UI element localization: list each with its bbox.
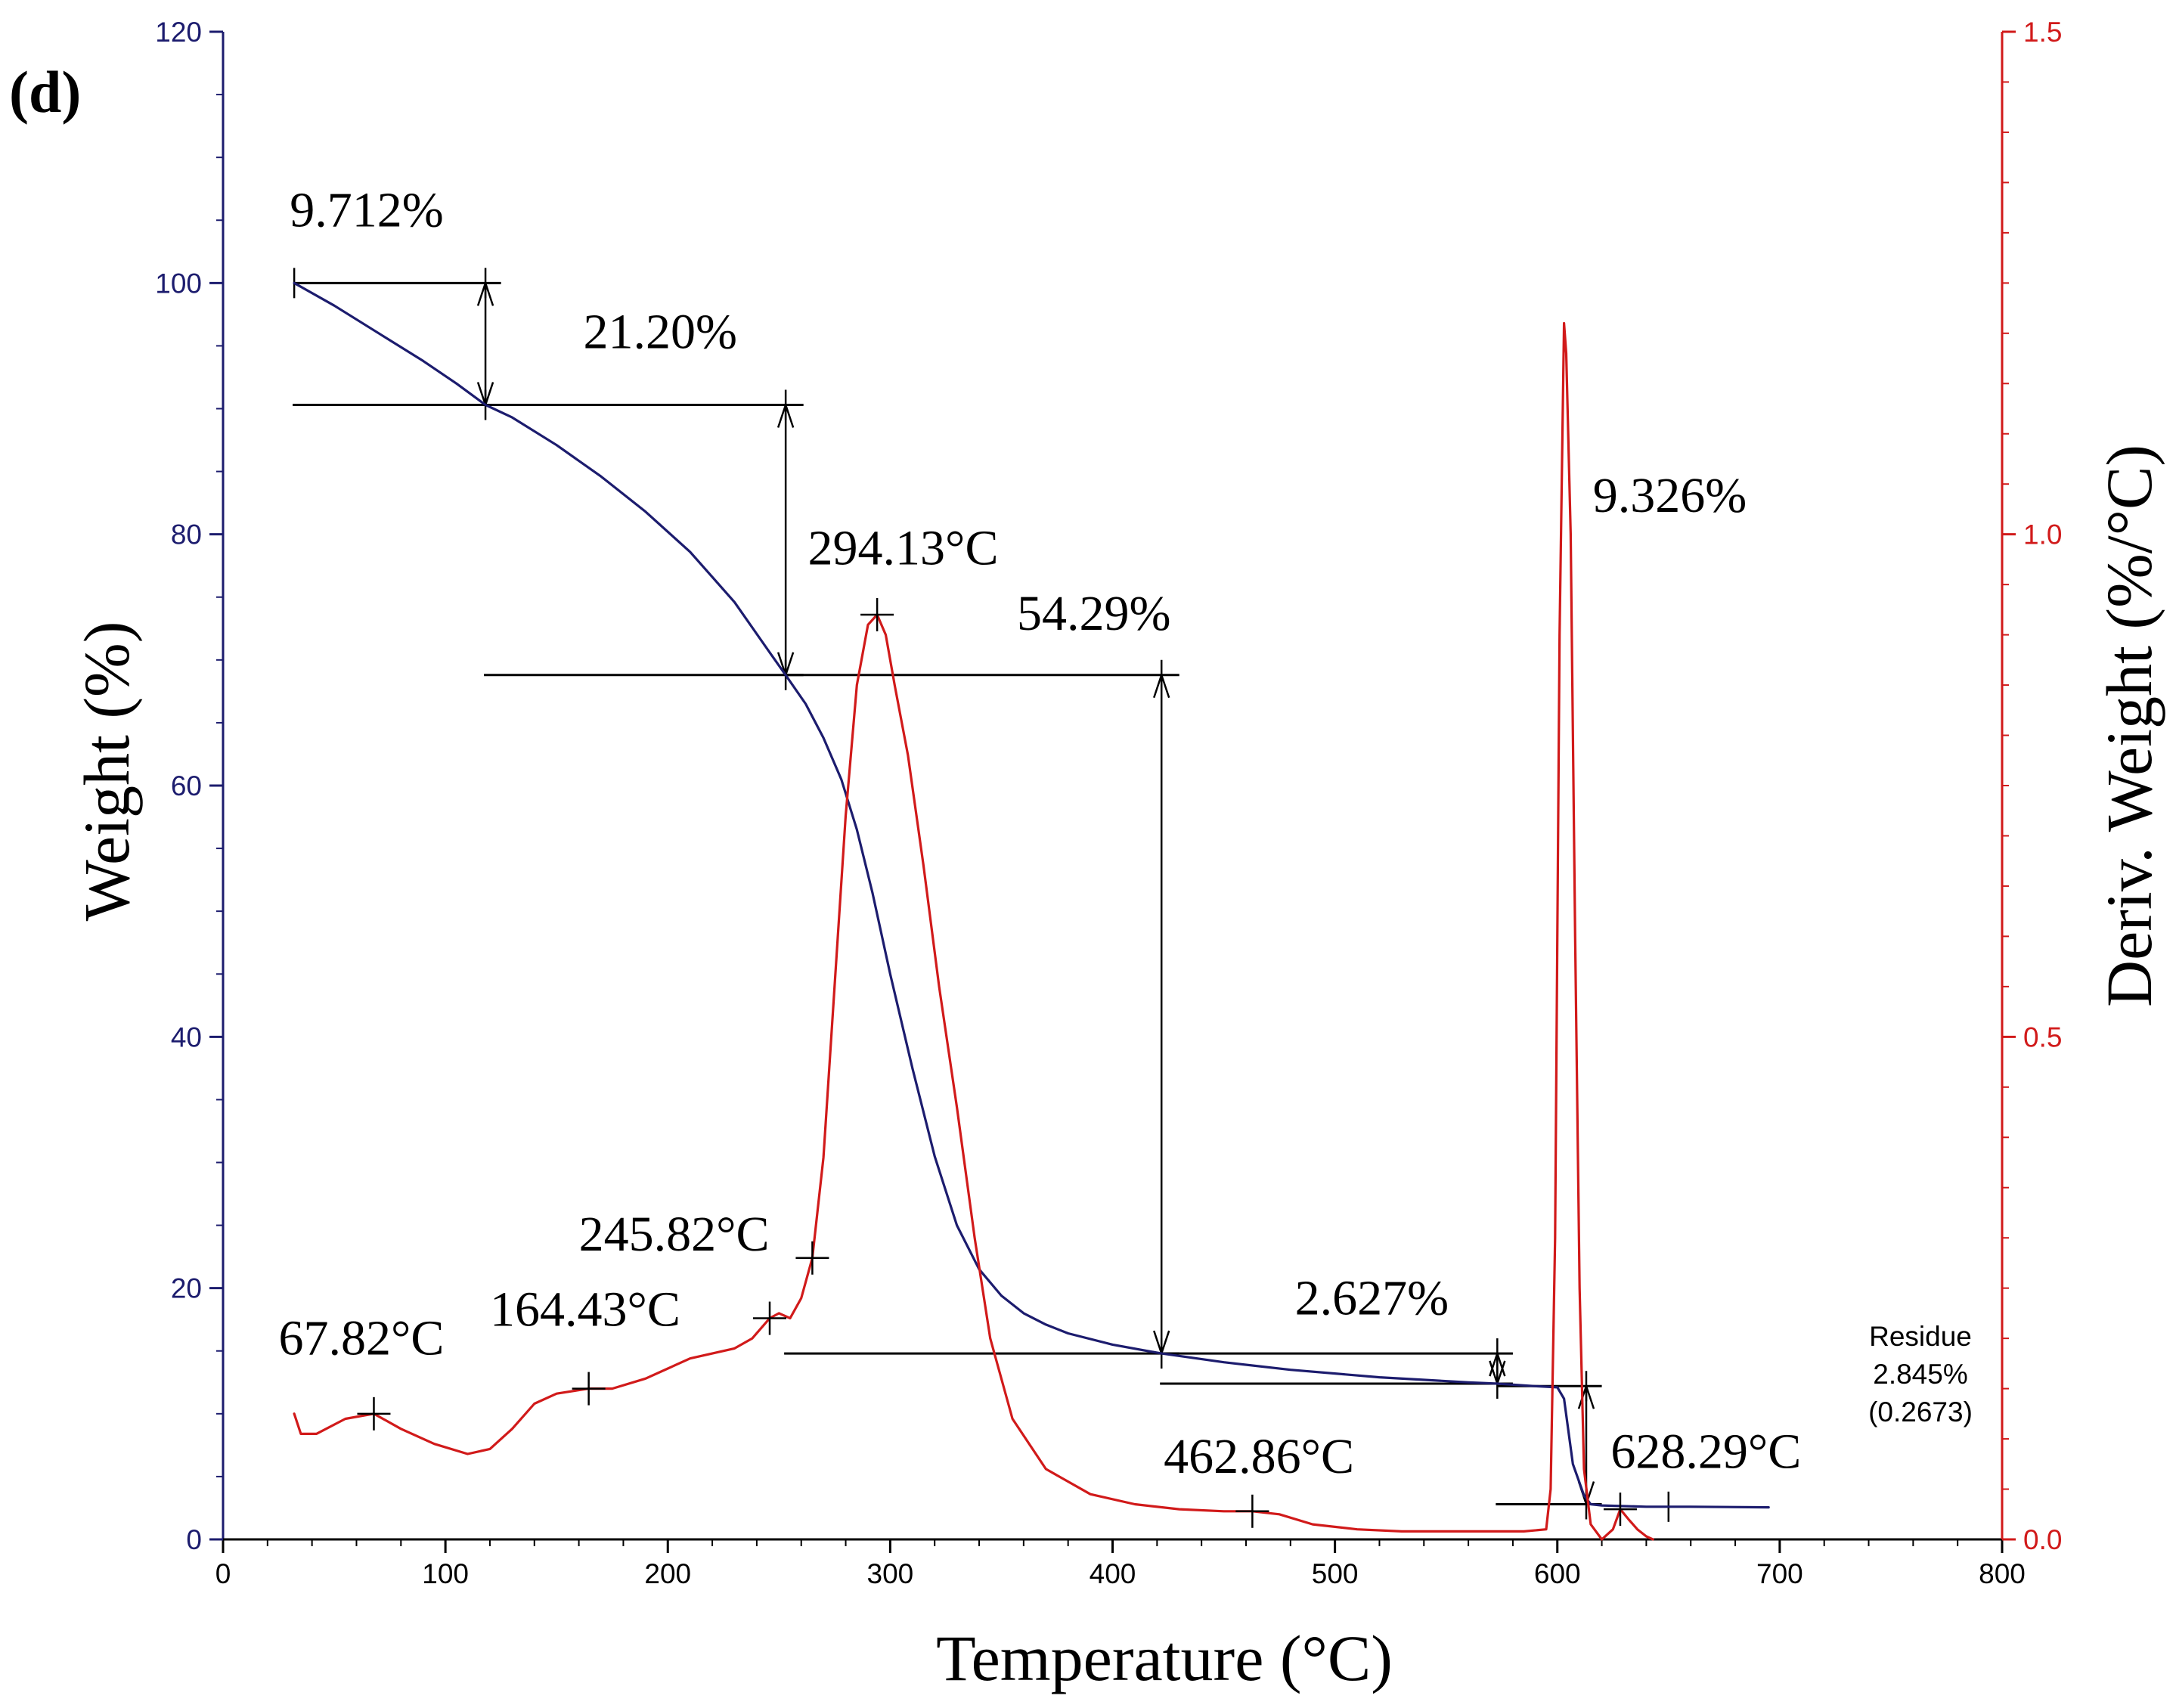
deriv-weight-line bbox=[293, 321, 1654, 1541]
residue-note: Residue 2.845% (0.2673) bbox=[1868, 1321, 1973, 1427]
y-right-axis-label: Deriv. Weight (%/°C) bbox=[2093, 445, 2165, 1007]
y-right-tick-label: 1.5 bbox=[2023, 17, 2062, 48]
y-right-tick-label: 1.0 bbox=[2023, 519, 2062, 550]
y-right-tick-label: 0.0 bbox=[2023, 1524, 2062, 1555]
weight-line bbox=[293, 281, 1770, 1509]
x-axis-label: Temperature (°C) bbox=[936, 1622, 1393, 1694]
peak-markers bbox=[357, 598, 1637, 1528]
y-left-tick-label: 120 bbox=[155, 17, 202, 48]
annotation-label: 54.29% bbox=[1017, 586, 1170, 641]
panel-label: (d) bbox=[9, 59, 81, 125]
y-left-tick-label: 60 bbox=[171, 770, 202, 801]
y-left-tick-label: 40 bbox=[171, 1021, 202, 1052]
y-right-tick-label: 0.5 bbox=[2023, 1021, 2062, 1052]
annotation-label: 9.326% bbox=[1593, 468, 1747, 523]
x-tick-label: 100 bbox=[422, 1558, 469, 1589]
data-series bbox=[293, 281, 1770, 1541]
annotation-label: 164.43°C bbox=[490, 1282, 680, 1338]
residue-note-line: (0.2673) bbox=[1868, 1396, 1973, 1427]
x-tick-label: 200 bbox=[644, 1558, 691, 1589]
annotation-label: 628.29°C bbox=[1610, 1424, 1801, 1479]
x-tick-label: 300 bbox=[867, 1558, 914, 1589]
annotation-label: 2.627% bbox=[1295, 1271, 1449, 1326]
annotation-label: 9.712% bbox=[290, 183, 443, 238]
axes: 0 100 200 300 400 500 600 700 800 0 20 40 60 80 100 120… bbox=[155, 17, 2062, 1589]
x-tick-label: 500 bbox=[1312, 1558, 1359, 1589]
y-left-tick-label: 80 bbox=[171, 519, 202, 550]
annotations: 9.712% 21.20% 294.13°C 54.29% 9.326% 245.82°C… bbox=[279, 183, 1802, 1484]
x-tick-label: 700 bbox=[1756, 1558, 1803, 1589]
annotation-label: 294.13°C bbox=[808, 521, 999, 576]
y-left-tick-label: 100 bbox=[155, 268, 202, 299]
annotation-label: 245.82°C bbox=[579, 1207, 770, 1262]
y-left-axis-label: Weight (%) bbox=[70, 622, 143, 922]
annotation-label: 21.20% bbox=[583, 305, 736, 360]
x-tick-label: 800 bbox=[1979, 1558, 2026, 1589]
x-tick-label: 400 bbox=[1090, 1558, 1136, 1589]
x-tick-label: 0 bbox=[215, 1558, 231, 1589]
annotation-label: 67.82°C bbox=[279, 1311, 445, 1366]
y-left-tick-label: 0 bbox=[186, 1524, 202, 1555]
x-tick-label: 600 bbox=[1534, 1558, 1581, 1589]
y-left-tick-label: 20 bbox=[171, 1273, 202, 1304]
annotation-label: 462.86°C bbox=[1164, 1429, 1354, 1484]
residue-note-line: 2.845% bbox=[1873, 1359, 1968, 1390]
residue-note-line: Residue bbox=[1869, 1321, 1972, 1352]
